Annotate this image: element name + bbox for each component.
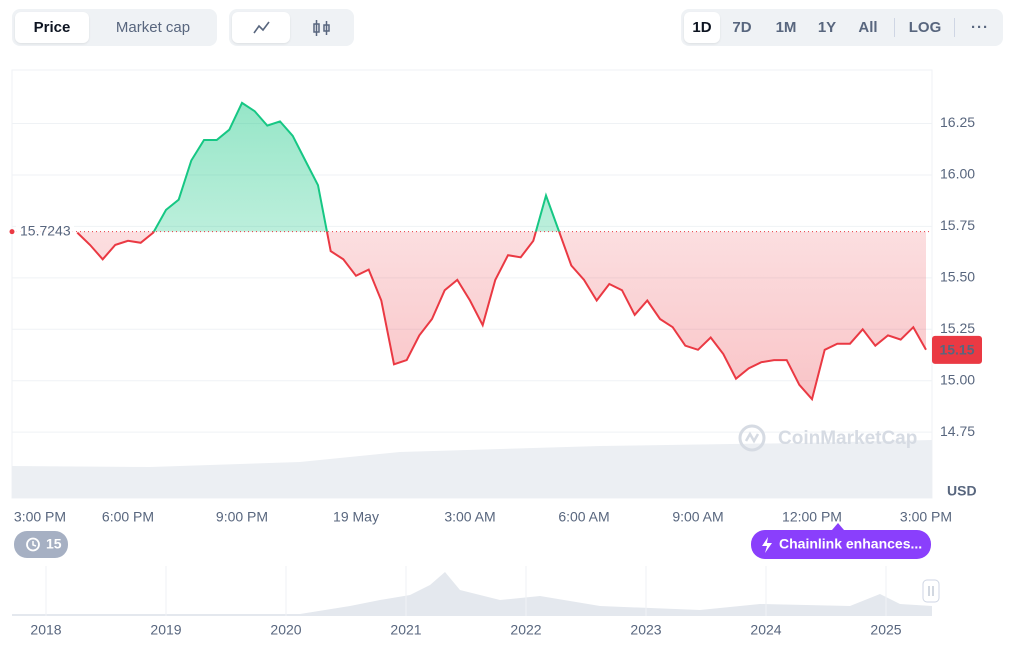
baseline-label: 15.7243 <box>20 222 71 238</box>
log-button[interactable]: LOG <box>908 19 942 36</box>
range-button[interactable]: 1Y <box>817 19 837 36</box>
navigator-year: 2019 <box>150 622 181 638</box>
alert-count: 15 <box>46 536 62 552</box>
price-line-down <box>76 231 927 402</box>
candle-icon <box>313 20 330 36</box>
candle-chart-button[interactable] <box>293 12 351 43</box>
x-tick-label: 3:00 PM <box>14 509 66 525</box>
line-chart-button[interactable] <box>232 12 290 43</box>
range-button[interactable]: 1M <box>775 19 797 36</box>
x-tick-label: 9:00 PM <box>216 509 268 525</box>
y-tick-label: 16.00 <box>940 166 975 182</box>
y-tick-label: 15.00 <box>940 371 975 387</box>
navigator-year: 2020 <box>270 622 301 638</box>
chart-type-group <box>229 9 354 46</box>
price-line-up <box>152 101 561 232</box>
watermark-logo <box>738 424 766 452</box>
price-tag-label: 15.15 <box>939 342 974 358</box>
x-tick-label: 9:00 AM <box>672 509 723 525</box>
baseline-label-bg <box>16 222 74 241</box>
clock-hands <box>32 541 37 547</box>
handle-grip <box>928 586 934 596</box>
navigator-year: 2023 <box>630 622 661 638</box>
price-tag <box>932 335 982 364</box>
x-tick-label: 6:00 PM <box>102 509 154 525</box>
clock-icon <box>26 537 40 552</box>
range-button[interactable]: All <box>858 19 878 36</box>
alert-badge <box>14 531 68 558</box>
plot <box>12 101 932 433</box>
tab[interactable]: Price <box>15 12 89 43</box>
navigator-year: 2024 <box>750 622 781 638</box>
event-pointer <box>832 523 844 530</box>
y-tick-label: 14.75 <box>940 423 975 439</box>
x-tick-label: 19 May <box>333 509 379 525</box>
divider <box>894 18 895 37</box>
y-tick-label: 15.50 <box>940 269 975 285</box>
y-tick-label: 15.75 <box>940 217 975 233</box>
currency-label: USD <box>947 483 977 499</box>
event-label: Chainlink enhances... <box>779 536 922 552</box>
plot-frame <box>11 69 933 499</box>
y-tick-label: 16.25 <box>940 114 975 130</box>
range-button[interactable]: 7D <box>732 19 752 36</box>
area-down <box>77 231 926 400</box>
navigator-handle[interactable] <box>922 579 940 603</box>
tab[interactable]: Market cap <box>115 19 191 36</box>
navigator <box>12 566 932 616</box>
event-pill[interactable] <box>751 530 931 559</box>
line-icon <box>253 21 270 34</box>
range-group: 1D 7D 1M 1Y All LOG ··· <box>681 9 1003 46</box>
y-tick-label: 15.25 <box>940 320 975 336</box>
tab-group: Price Market cap <box>12 9 217 46</box>
bolt-icon <box>762 537 772 553</box>
navigator-area <box>12 572 932 616</box>
area-up <box>153 102 560 232</box>
x-tick-label: 3:00 PM <box>900 509 952 525</box>
navigator-year: 2021 <box>390 622 421 638</box>
x-tick-label: 6:00 AM <box>558 509 609 525</box>
navigator-year: 2025 <box>870 622 901 638</box>
baseline-dot <box>9 229 15 235</box>
more-button[interactable]: ··· <box>971 19 989 36</box>
range-button[interactable]: 1D <box>684 12 720 43</box>
x-tick-label: 12:00 PM <box>782 509 842 525</box>
x-tick-label: 3:00 AM <box>444 509 495 525</box>
volume-area <box>12 440 932 498</box>
navigator-year: 2018 <box>30 622 61 638</box>
divider <box>954 18 955 37</box>
watermark: CoinMarketCap <box>778 428 917 449</box>
navigator-year: 2022 <box>510 622 541 638</box>
